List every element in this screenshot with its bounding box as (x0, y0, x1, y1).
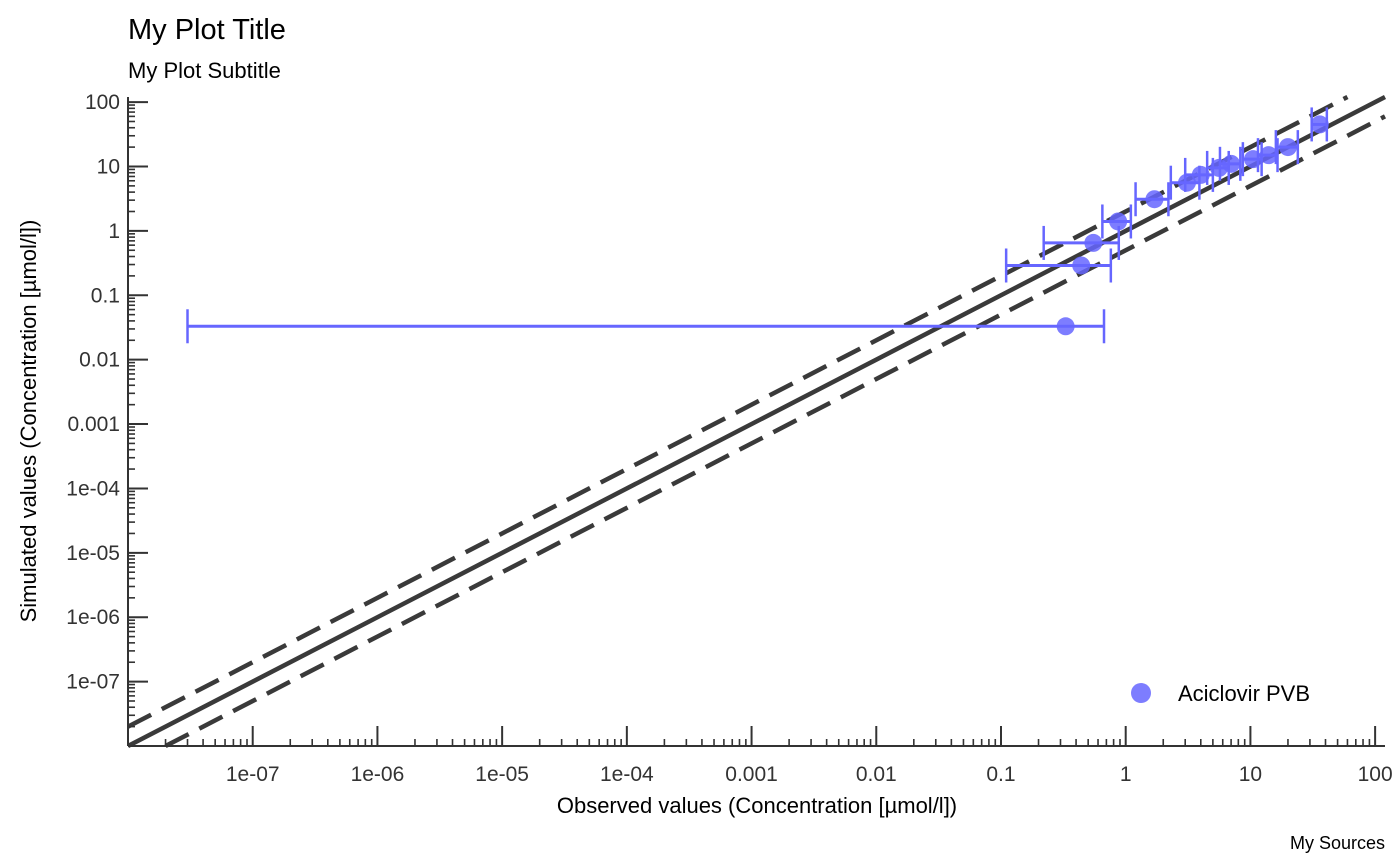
y-tick-label: 10 (97, 155, 120, 178)
data-point-2 (1084, 233, 1103, 252)
data-point-12 (1310, 115, 1329, 134)
x-tick-label: 100 (1358, 763, 1393, 786)
y-tick-label: 1e-06 (66, 606, 120, 629)
y-tick-label: 1e-07 (66, 671, 120, 694)
data-point-4 (1145, 190, 1164, 209)
y-tick-label: 0.01 (79, 349, 120, 372)
reference-lines (126, 95, 1387, 748)
x-tick-label: 0.001 (725, 763, 778, 786)
data-point-8 (1222, 154, 1241, 173)
reference-line-identity (126, 95, 1387, 748)
data-point-11 (1278, 138, 1297, 157)
x-tick-label: 1e-05 (475, 763, 529, 786)
y-axis-title: Simulated values (Concentration [µmol/l]… (16, 220, 41, 623)
y-tick-label: 100 (85, 91, 120, 114)
data-point-1 (1072, 256, 1091, 275)
reference-line-lower (164, 114, 1387, 748)
data-point-9 (1244, 150, 1263, 169)
data-point-6 (1191, 165, 1210, 184)
y-tick-label: 0.1 (91, 284, 120, 307)
x-axis: 1e-07 1e-06 1e-05 1e-04 0.001 0.01 0.1 1 10 100 (128, 726, 1393, 786)
y-axis: 1e-07 1e-06 1e-05 1e-04 0.001 0.01 0.1 1 10 100 (66, 91, 148, 746)
y-tick-label: 0.001 (67, 413, 120, 436)
data-point-5 (1177, 173, 1196, 192)
chart-title: My Plot Title (128, 14, 286, 46)
data-point-10 (1259, 146, 1278, 165)
y-tick-label: 1 (108, 220, 120, 243)
x-tick-label: 1e-07 (226, 763, 280, 786)
y-tick-label: 1e-04 (66, 477, 120, 500)
legend: Aciclovir PVB (1131, 681, 1310, 706)
reference-line-upper (126, 95, 1349, 729)
chart-subtitle: My Plot Subtitle (128, 58, 281, 83)
x-tick-label: 1e-04 (600, 763, 654, 786)
plot-panel (126, 95, 1387, 748)
x-tick-label: 0.01 (856, 763, 897, 786)
x-tick-label: 0.1 (986, 763, 1015, 786)
data-point-0 (1056, 317, 1075, 336)
x-tick-label: 10 (1239, 763, 1262, 786)
legend-key-aciclovir-pvb (1131, 683, 1151, 703)
data-points (1056, 115, 1329, 336)
x-axis-title: Observed values (Concentration [µmol/l]) (557, 793, 957, 818)
y-tick-label: 1e-05 (66, 542, 120, 565)
legend-label-aciclovir-pvb: Aciclovir PVB (1178, 681, 1310, 706)
error-bars (186, 107, 1329, 344)
x-tick-label: 1e-06 (351, 763, 405, 786)
x-tick-label: 1 (1120, 763, 1132, 786)
data-point-3 (1109, 212, 1128, 231)
chart-caption: My Sources (1290, 833, 1385, 853)
